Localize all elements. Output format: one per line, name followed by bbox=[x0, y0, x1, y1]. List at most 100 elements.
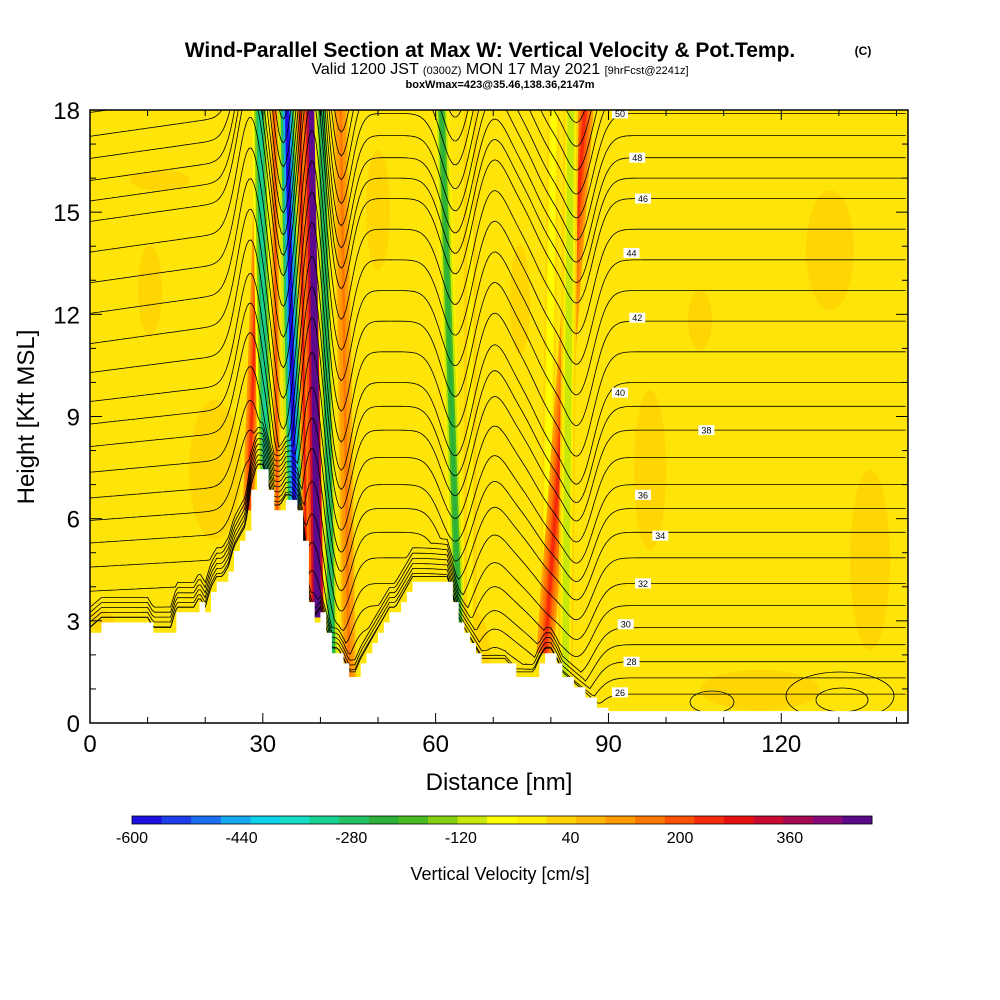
isentrope-line bbox=[90, 351, 906, 543]
isentrope-line bbox=[90, 110, 906, 335]
colorbar-segment bbox=[280, 816, 310, 824]
colorbar-segment bbox=[546, 816, 577, 824]
colorbar-title: Vertical Velocity [cm/s] bbox=[410, 864, 589, 884]
colorbar-segment bbox=[191, 816, 222, 824]
velocity-patch bbox=[806, 190, 854, 310]
chart-title: Wind-Parallel Section at Max W: Vertical… bbox=[185, 39, 796, 62]
colorbar-segment bbox=[605, 816, 636, 824]
velocity-band bbox=[273, 110, 278, 511]
isentrope-line bbox=[90, 110, 906, 263]
colorbar-segment bbox=[576, 816, 606, 824]
isentrope-label-bg bbox=[635, 489, 652, 500]
isentrope-line bbox=[90, 110, 906, 284]
y-axis-title: Height [Kft MSL] bbox=[13, 330, 40, 505]
colorbar-segment bbox=[250, 816, 281, 824]
y-tick-label: 18 bbox=[53, 98, 80, 125]
isentrope-line bbox=[90, 286, 906, 504]
velocity-patch bbox=[130, 170, 190, 190]
terrain-profile bbox=[90, 469, 908, 723]
isentrope-label: 48 bbox=[632, 153, 642, 163]
isentrope-label: 34 bbox=[655, 531, 665, 541]
isentrope-label-bg bbox=[635, 578, 652, 589]
isentrope-label-bg bbox=[611, 110, 628, 119]
velocity-band bbox=[339, 110, 351, 677]
y-tick-label: 6 bbox=[67, 507, 80, 534]
colorbar-segment bbox=[635, 816, 666, 824]
velocity-band bbox=[468, 110, 472, 643]
colorbar-segment bbox=[724, 816, 754, 824]
y-tick-label: 0 bbox=[67, 711, 80, 738]
isentrope-line bbox=[90, 459, 906, 682]
isentrope-line bbox=[90, 160, 906, 396]
isentrope-line bbox=[90, 454, 906, 673]
colorbar-segment bbox=[753, 816, 784, 824]
isentrope-line bbox=[90, 386, 906, 564]
valid-time-line: Valid 1200 JST (0300Z) MON 17 May 2021 [… bbox=[311, 61, 688, 78]
y-tick-label: 9 bbox=[67, 405, 80, 432]
y-tick-label: 12 bbox=[53, 302, 80, 329]
isentrope-line bbox=[90, 129, 906, 365]
isentrope-label: 50 bbox=[615, 109, 625, 119]
isentrope-label-bg bbox=[623, 656, 640, 667]
theta-contours bbox=[90, 0, 906, 721]
valid-time-prefix: Valid 1200 JST bbox=[311, 61, 419, 78]
isentrope-label-bg bbox=[629, 312, 646, 323]
isentrope-line bbox=[90, 316, 906, 522]
velocity-band bbox=[563, 110, 573, 680]
isentrope-line bbox=[90, 221, 906, 457]
colorbar-tick-label: 40 bbox=[562, 830, 580, 847]
isentrope-label: 30 bbox=[621, 620, 631, 630]
isentrope-line bbox=[90, 0, 906, 27]
velocity-band bbox=[439, 110, 461, 623]
velocity-patch bbox=[634, 390, 666, 550]
y-tick-label: 3 bbox=[67, 609, 80, 636]
isentrope-label: 46 bbox=[638, 194, 648, 204]
x-tick-label: 0 bbox=[83, 731, 96, 758]
isentrope-label-bg bbox=[617, 619, 634, 630]
velocity-patch bbox=[366, 150, 390, 270]
velocity-patch bbox=[700, 670, 820, 710]
colorbar-segment bbox=[487, 816, 518, 824]
isentrope-label-bg bbox=[611, 387, 628, 398]
x-tick-label: 30 bbox=[249, 731, 276, 758]
colorbar-segment bbox=[368, 816, 399, 824]
isentrope-line bbox=[90, 191, 906, 427]
colorbar-segment bbox=[309, 816, 340, 824]
isentrope-line bbox=[90, 463, 906, 690]
colorbar-segment bbox=[842, 816, 873, 824]
colorbar-segment bbox=[694, 816, 725, 824]
isentrope-line bbox=[90, 110, 906, 219]
isentrope-label: 36 bbox=[638, 490, 648, 500]
isentrope-label: 44 bbox=[626, 249, 636, 259]
isentrope-line bbox=[90, 443, 906, 640]
isentrope-label: 38 bbox=[701, 426, 711, 436]
colorbar-segment bbox=[161, 816, 192, 824]
theta-labels: 26 28 30 32 34 36 38 40 42 44 46 48 50 bbox=[611, 109, 715, 698]
velocity-band bbox=[310, 110, 320, 618]
x-axis-title: Distance [nm] bbox=[426, 769, 573, 796]
isentrope-line bbox=[90, 110, 906, 304]
isentrope-line bbox=[90, 432, 906, 601]
colorbar-tick-label: 360 bbox=[776, 830, 803, 847]
colorbar-tick-label: 200 bbox=[667, 830, 694, 847]
forecast-info: [9hrFcst@2241z] bbox=[605, 65, 689, 77]
isentrope-label: 28 bbox=[626, 657, 636, 667]
isentrope-label-bg bbox=[629, 152, 646, 163]
valid-time-day: MON 17 May 2021 bbox=[466, 61, 600, 78]
colorbar-segment bbox=[783, 816, 814, 824]
velocity-band bbox=[299, 110, 307, 572]
colorbar-segment bbox=[457, 816, 488, 824]
isentrope-label-bg bbox=[623, 248, 640, 259]
velocity-patch bbox=[688, 290, 712, 350]
colorbar-segment bbox=[428, 816, 458, 824]
velocity-band bbox=[284, 110, 297, 505]
colorbar-segment bbox=[220, 816, 251, 824]
colorbar-tick-label: -280 bbox=[335, 830, 367, 847]
isentrope-label-bg bbox=[611, 687, 628, 698]
x-tick-label: 60 bbox=[422, 731, 449, 758]
copyright-mark: (C) bbox=[855, 44, 872, 58]
isentrope-label: 42 bbox=[632, 313, 642, 323]
isentrope-line bbox=[90, 110, 906, 241]
velocity-patch bbox=[189, 400, 241, 540]
